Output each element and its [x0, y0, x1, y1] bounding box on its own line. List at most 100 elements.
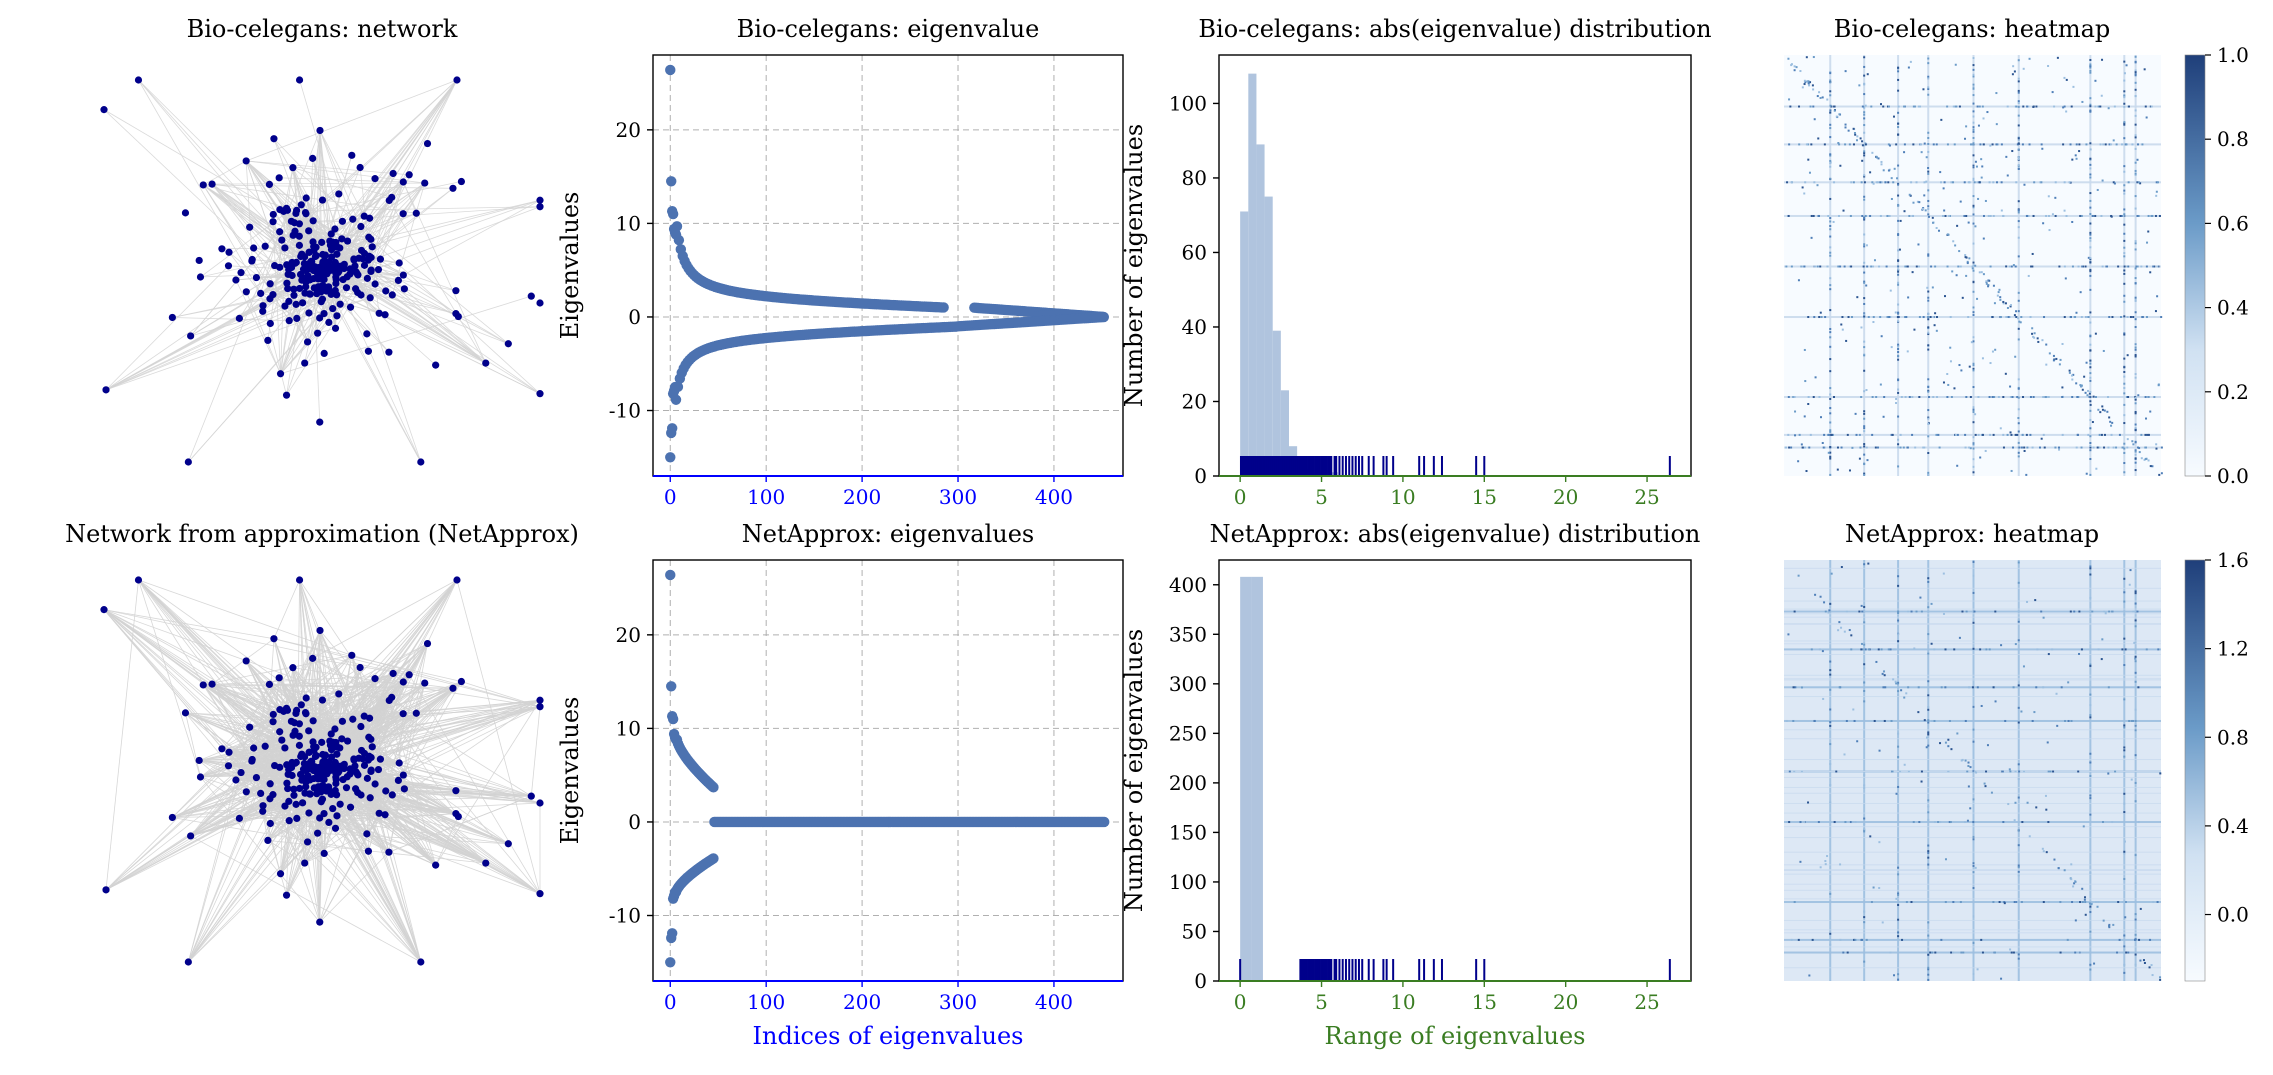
network-node: [356, 663, 364, 672]
network-node: [196, 273, 205, 281]
eigenvalue-point: [666, 928, 678, 939]
x-tick-label: 0: [1234, 485, 1247, 509]
network-node: [318, 696, 327, 704]
network-node: [320, 849, 328, 858]
network-edge: [331, 199, 541, 251]
network-node: [196, 773, 205, 781]
network-edge: [138, 579, 201, 778]
network-node: [168, 813, 176, 822]
network-node: [319, 758, 327, 766]
network-node: [364, 256, 372, 264]
network-node: [246, 223, 254, 231]
network-node: [283, 206, 292, 214]
network-node: [298, 299, 307, 307]
eigenvalue-point: [673, 234, 685, 246]
network-edge: [272, 221, 281, 374]
network-node: [276, 728, 284, 736]
network-edge: [370, 181, 404, 271]
network-node: [327, 230, 335, 238]
title-r1c4: Bio-celegans: heatmap: [1834, 15, 2111, 43]
network-node: [346, 803, 355, 811]
network-edge: [358, 579, 458, 759]
network-edge: [190, 294, 337, 337]
network-node: [360, 212, 368, 220]
network-node: [338, 235, 346, 243]
x-tick-label: 20: [1553, 485, 1578, 509]
y-tick-label: 0: [628, 810, 641, 834]
network-edge: [279, 177, 404, 183]
series-eigenvalues: [665, 569, 1110, 968]
network-node: [325, 818, 333, 826]
network-node: [399, 210, 407, 218]
network-node: [305, 227, 313, 235]
network-node: [335, 190, 343, 198]
network-edge: [309, 213, 404, 253]
x-tick-label: 100: [747, 485, 785, 509]
network-edge: [461, 681, 541, 708]
network-node: [368, 243, 376, 251]
network-node: [342, 784, 351, 792]
network-node: [275, 674, 283, 682]
network-node: [331, 225, 339, 233]
network-node: [295, 232, 303, 240]
y-tick-label: -10: [609, 904, 641, 928]
network-node: [224, 762, 233, 770]
network-node: [187, 832, 195, 840]
network-node: [305, 727, 313, 735]
network-node: [301, 359, 309, 367]
network-node: [536, 390, 544, 398]
network-node: [281, 744, 289, 752]
network-edge: [239, 791, 247, 819]
network-node: [375, 809, 383, 817]
network-node: [248, 257, 256, 265]
network-node: [332, 279, 340, 288]
network-node: [289, 164, 297, 172]
network-node: [134, 76, 143, 84]
network-edge: [404, 288, 487, 364]
network-edge: [292, 167, 392, 198]
network-node: [218, 745, 226, 753]
y-axis-label: Number of eigenvalues: [1120, 124, 1148, 407]
network-edge: [190, 772, 242, 837]
network-node: [536, 196, 544, 204]
network-node: [504, 840, 512, 848]
x-tick-label: 15: [1472, 485, 1497, 509]
network-node: [232, 776, 240, 784]
network-node: [382, 787, 390, 795]
network-edge: [105, 294, 337, 391]
network-edge: [280, 295, 532, 375]
network-node: [292, 800, 300, 808]
plot-frame: [652, 54, 1124, 477]
eigenvalue-point: [667, 713, 679, 725]
network-node: [376, 755, 385, 763]
network-edge: [283, 211, 509, 345]
network-node: [232, 276, 240, 284]
network-node: [278, 236, 286, 244]
network-node: [388, 791, 396, 799]
network-node: [237, 768, 245, 777]
network-node: [343, 237, 352, 245]
network-edge: [322, 285, 541, 395]
network-node: [276, 370, 285, 378]
x-tick-label: 300: [939, 990, 977, 1014]
network-node: [412, 709, 420, 717]
network-node: [295, 220, 303, 228]
network-node: [134, 576, 143, 584]
network-node: [291, 259, 299, 267]
network-edge: [283, 211, 300, 289]
network-node: [297, 752, 305, 761]
network-node: [385, 848, 393, 856]
network-node: [309, 654, 317, 662]
network-edge: [138, 79, 293, 263]
network-node: [208, 180, 216, 188]
network-node: [290, 285, 298, 293]
network-node: [301, 208, 310, 217]
y-tick-label: 10: [616, 716, 641, 740]
network-edge: [352, 79, 458, 220]
network-node: [388, 291, 396, 299]
x-tick-label: 0: [664, 485, 677, 509]
network-edge: [267, 167, 294, 341]
network-node: [225, 248, 233, 256]
network-node: [316, 126, 324, 135]
network-edge: [103, 109, 336, 329]
